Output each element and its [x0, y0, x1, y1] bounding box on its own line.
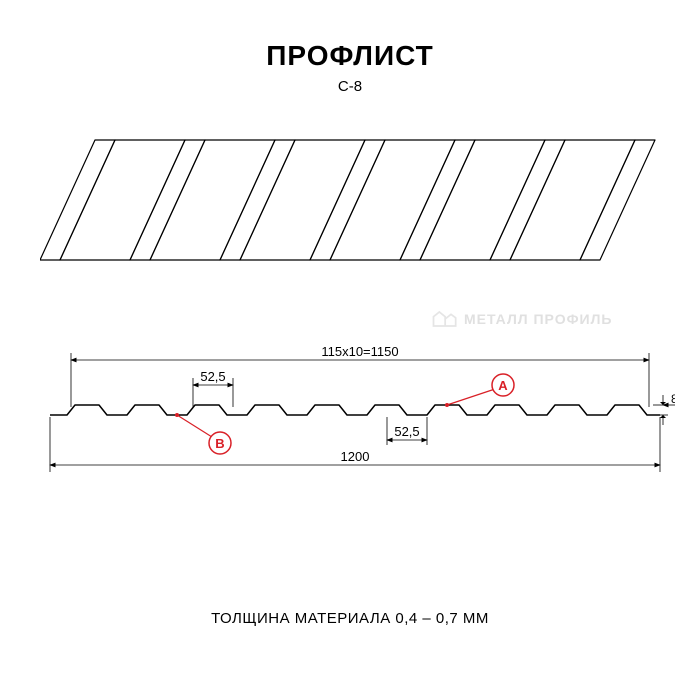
dim-8: 8: [671, 392, 675, 406]
profile-drawing: 115х10=1150 52,5 8 52,5: [35, 345, 675, 495]
dim-52-5-top: 52,5: [200, 369, 225, 384]
material-thickness: ТОЛЩИНА МАТЕРИАЛА 0,4 – 0,7 ММ: [0, 610, 700, 627]
dim-52-5-bot: 52,5: [394, 424, 419, 439]
dim-top-label: 115х10=1150: [321, 345, 398, 359]
watermark: МЕТАЛЛ ПРОФИЛЬ: [430, 305, 613, 333]
marker-a: A: [445, 374, 514, 407]
perspective-drawing: [40, 130, 660, 270]
svg-text:A: A: [498, 378, 508, 393]
model-subtitle: С-8: [0, 78, 700, 95]
svg-text:B: B: [215, 436, 224, 451]
marker-b: B: [175, 413, 231, 454]
watermark-icon: [430, 305, 458, 333]
watermark-text: МЕТАЛЛ ПРОФИЛЬ: [464, 311, 613, 327]
dim-1200: 1200: [341, 449, 370, 464]
page-title: ПРОФЛИСТ: [0, 40, 700, 72]
